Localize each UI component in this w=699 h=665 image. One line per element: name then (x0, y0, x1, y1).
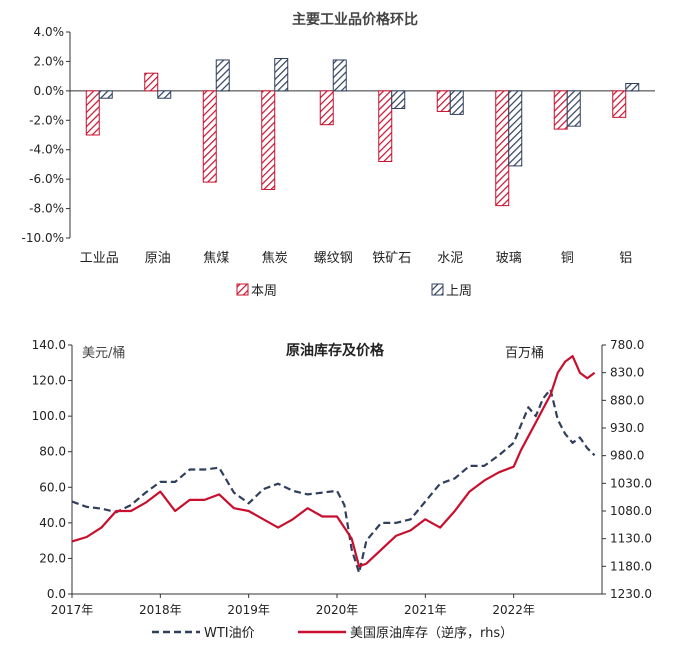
y-tick-label: 120.0 (32, 374, 66, 388)
legend-swatch (431, 283, 444, 296)
y2-tick-label: 830.0 (610, 366, 644, 380)
series-lines (71, 355, 596, 574)
bar-this-week (436, 90, 451, 112)
bar-this-week (612, 90, 627, 118)
y-tick-label: 4.0% (34, 25, 65, 39)
category-label: 螺纹钢 (314, 251, 353, 266)
y2-tick-label: 1180.0 (610, 559, 652, 573)
category-label: 铝 (619, 251, 632, 266)
bar-last-week (215, 59, 230, 92)
y-tick-label: 40.0 (39, 516, 66, 530)
bar-last-week (157, 90, 172, 99)
category-label: 玻璃 (496, 251, 522, 266)
y-tick-label: 2.0% (34, 54, 65, 68)
bars (85, 57, 640, 207)
y-tick-label: 80.0 (39, 445, 66, 459)
bar-last-week (98, 90, 113, 99)
y2-tick-label: 1230.0 (610, 587, 652, 601)
y-tick-label: -8.0% (29, 202, 64, 216)
x-tick-label: 2017年 (51, 603, 94, 617)
legend-label: 本周 (251, 284, 277, 299)
x-tick-label: 2021年 (404, 603, 447, 617)
bar-this-week (144, 72, 159, 92)
bar-this-week (319, 90, 334, 126)
us-crude-inventory-line (71, 355, 596, 568)
bar-this-week (202, 90, 217, 183)
y-tick-label: 60.0 (39, 480, 66, 494)
y2-axis-unit-label: 百万桶 (505, 346, 544, 361)
y2-tick-label: 780.0 (610, 338, 644, 352)
legend-label: WTI油价 (204, 626, 255, 641)
category-label: 原油 (145, 251, 171, 266)
y2-tick-label: 1080.0 (610, 504, 652, 518)
category-label: 工业品 (80, 251, 119, 266)
bar-last-week (625, 83, 640, 92)
category-label: 焦煤 (203, 251, 229, 266)
x-tick-label: 2018年 (139, 603, 182, 617)
bar-this-week (378, 90, 393, 162)
category-label: 铁矿石 (372, 251, 411, 266)
y-tick-label: 20.0 (39, 551, 66, 565)
category-labels: 工业品 原油 焦煤 焦炭 螺纹钢 铁矿石 水泥 玻璃 铜 铝 (80, 251, 633, 266)
axes (71, 345, 603, 595)
legend: WTI油价 美国原油库存（逆序，rhs） (152, 625, 513, 641)
bar-this-week (495, 90, 510, 207)
bar-last-week (274, 57, 289, 92)
y2-tick-label: 880.0 (610, 393, 644, 407)
y-tick-label: 100.0 (32, 409, 66, 423)
bar-last-week (449, 90, 464, 115)
y2-tick-label: 1130.0 (610, 532, 652, 546)
y2-tick-label: 930.0 (610, 421, 644, 435)
y2-tick-label: 980.0 (610, 449, 644, 463)
axes (69, 32, 655, 238)
y-axis-unit-label: 美元/桶 (82, 346, 125, 361)
y2-tick-label: 1030.0 (610, 476, 652, 490)
legend-label: 美国原油库存（逆序，rhs） (350, 625, 513, 641)
bar-last-week (566, 90, 581, 127)
y-tick-label: 0.0 (47, 587, 66, 601)
oil-inventory-price-line-chart: 原油库存及价格 美元/桶 百万桶 140.0 120.0 100.0 80.0 60.0… (32, 338, 652, 641)
wti-price-line (71, 388, 596, 574)
x-tick-label: 2022年 (492, 603, 535, 617)
bar-last-week (391, 90, 406, 110)
category-label: 铜 (561, 251, 574, 266)
category-label: 焦炭 (262, 251, 288, 266)
y-tick-label: -4.0% (29, 143, 64, 157)
y-tick-label: -10.0% (22, 231, 64, 245)
y-tick-label: -2.0% (29, 113, 64, 127)
bar-this-week (553, 90, 568, 130)
y-tick-label: 140.0 (32, 338, 66, 352)
y-tick-label: -6.0% (29, 172, 64, 186)
legend-swatch (236, 283, 249, 296)
bar-this-week (261, 90, 276, 190)
x-tick-label: 2019年 (227, 603, 270, 617)
legend: 本周 上周 (236, 283, 472, 299)
axis-ticks: 140.0 120.0 100.0 80.0 60.0 40.0 20.0 0.0 780.0 8… (32, 338, 652, 617)
bar-last-week (332, 59, 347, 92)
category-label: 水泥 (437, 251, 463, 266)
price-change-bar-chart: 主要工业品价格环比 4.0% 2.0% 0.0% -2.0% -4.0% -6.0% -8.… (22, 11, 655, 299)
legend-label: 上周 (446, 284, 472, 299)
chart-title: 原油库存及价格 (286, 342, 385, 359)
bar-last-week (508, 90, 523, 167)
y-axis-ticks: 4.0% 2.0% 0.0% -2.0% -4.0% -6.0% -8.0% -10.0% (22, 25, 70, 245)
bar-this-week (85, 90, 100, 136)
y-tick-label: 0.0% (34, 84, 65, 98)
x-tick-label: 2020年 (316, 603, 359, 617)
chart-title: 主要工业品价格环比 (292, 11, 418, 28)
